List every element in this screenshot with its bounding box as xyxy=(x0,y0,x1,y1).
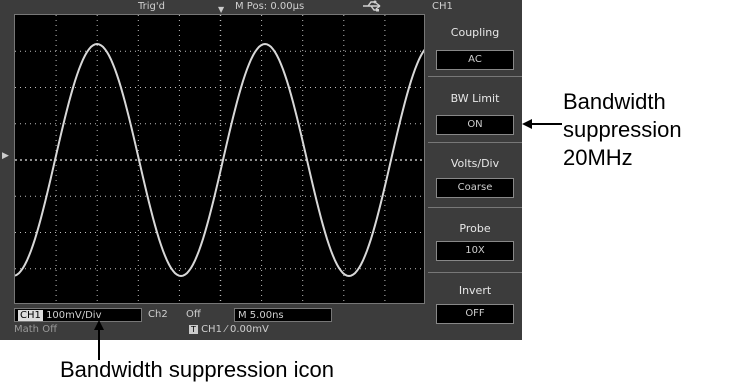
timebase-value: M 5.00ns xyxy=(238,310,284,321)
bandwidth-limit-icon: CH1 xyxy=(18,310,43,321)
timebase-readout: M 5.00ns xyxy=(234,308,332,322)
menu-divider xyxy=(428,142,522,143)
menu-coupling-value[interactable]: AC xyxy=(436,50,514,70)
ch1-scale: 100mV/Div xyxy=(46,310,102,321)
bandwidth-icon-callout: Bandwidth suppression icon xyxy=(60,357,334,382)
menu-bwlimit-value[interactable]: ON xyxy=(436,115,514,135)
trigger-readout: T CH1 ⁄ 0.00mV xyxy=(189,323,269,337)
ch1-ground-marker: ▶ xyxy=(2,151,9,161)
menu-divider xyxy=(428,207,522,208)
callout-line-3: 20MHz xyxy=(563,145,633,170)
arrow-head-bwlimit xyxy=(522,119,532,129)
menu-divider xyxy=(428,272,522,273)
menu-invert-title: Invert xyxy=(458,284,492,297)
usb-icon xyxy=(362,0,384,17)
menu-probe-title: Probe xyxy=(459,222,491,235)
trigger-status: Trig'd xyxy=(138,1,165,12)
callout-line-1: Bandwidth xyxy=(563,89,666,114)
ch2-label: Ch2 xyxy=(148,309,168,320)
menu-probe-value[interactable]: 10X xyxy=(436,241,514,261)
menu-bwlimit-title: BW Limit xyxy=(450,92,500,105)
menu-voltsdiv-title: Volts/Div xyxy=(450,157,500,170)
waveform-screen xyxy=(14,14,425,304)
side-menu: Coupling AC BW Limit ON Volts/Div Coarse… xyxy=(428,14,522,340)
menu-divider xyxy=(428,76,522,77)
ch1-scale-readout: CH1 100mV/Div xyxy=(14,308,142,322)
bottom-status-bar: CH1 100mV/Div Ch2 Off M 5.00ns Math Off … xyxy=(14,308,424,338)
waveform-grid xyxy=(15,15,424,303)
bandwidth-suppression-callout: Bandwidth suppression 20MHz xyxy=(563,88,682,172)
trigger-type-icon: T xyxy=(189,325,198,334)
trigger-slope-icon: ⁄ xyxy=(225,324,230,335)
trigger-position-marker: ▼ xyxy=(218,5,225,14)
math-status: Math Off xyxy=(14,324,57,335)
ch1-waveform-trace xyxy=(15,42,424,278)
top-status-bar: Trig'd M Pos: 0.00μs CH1 xyxy=(0,0,522,14)
callout-line-2: suppression xyxy=(563,117,682,142)
arrow-head-bw-icon xyxy=(94,320,104,330)
menu-invert-value[interactable]: OFF xyxy=(436,304,514,324)
ch2-state: Off xyxy=(186,309,201,320)
menu-channel-title: CH1 xyxy=(432,1,453,12)
menu-coupling-title: Coupling xyxy=(450,26,500,39)
menu-voltsdiv-value[interactable]: Coarse xyxy=(436,178,514,198)
trigger-level: 0.00mV xyxy=(230,324,269,335)
trigger-source: CH1 xyxy=(201,324,222,335)
horizontal-position: M Pos: 0.00μs xyxy=(235,1,305,12)
